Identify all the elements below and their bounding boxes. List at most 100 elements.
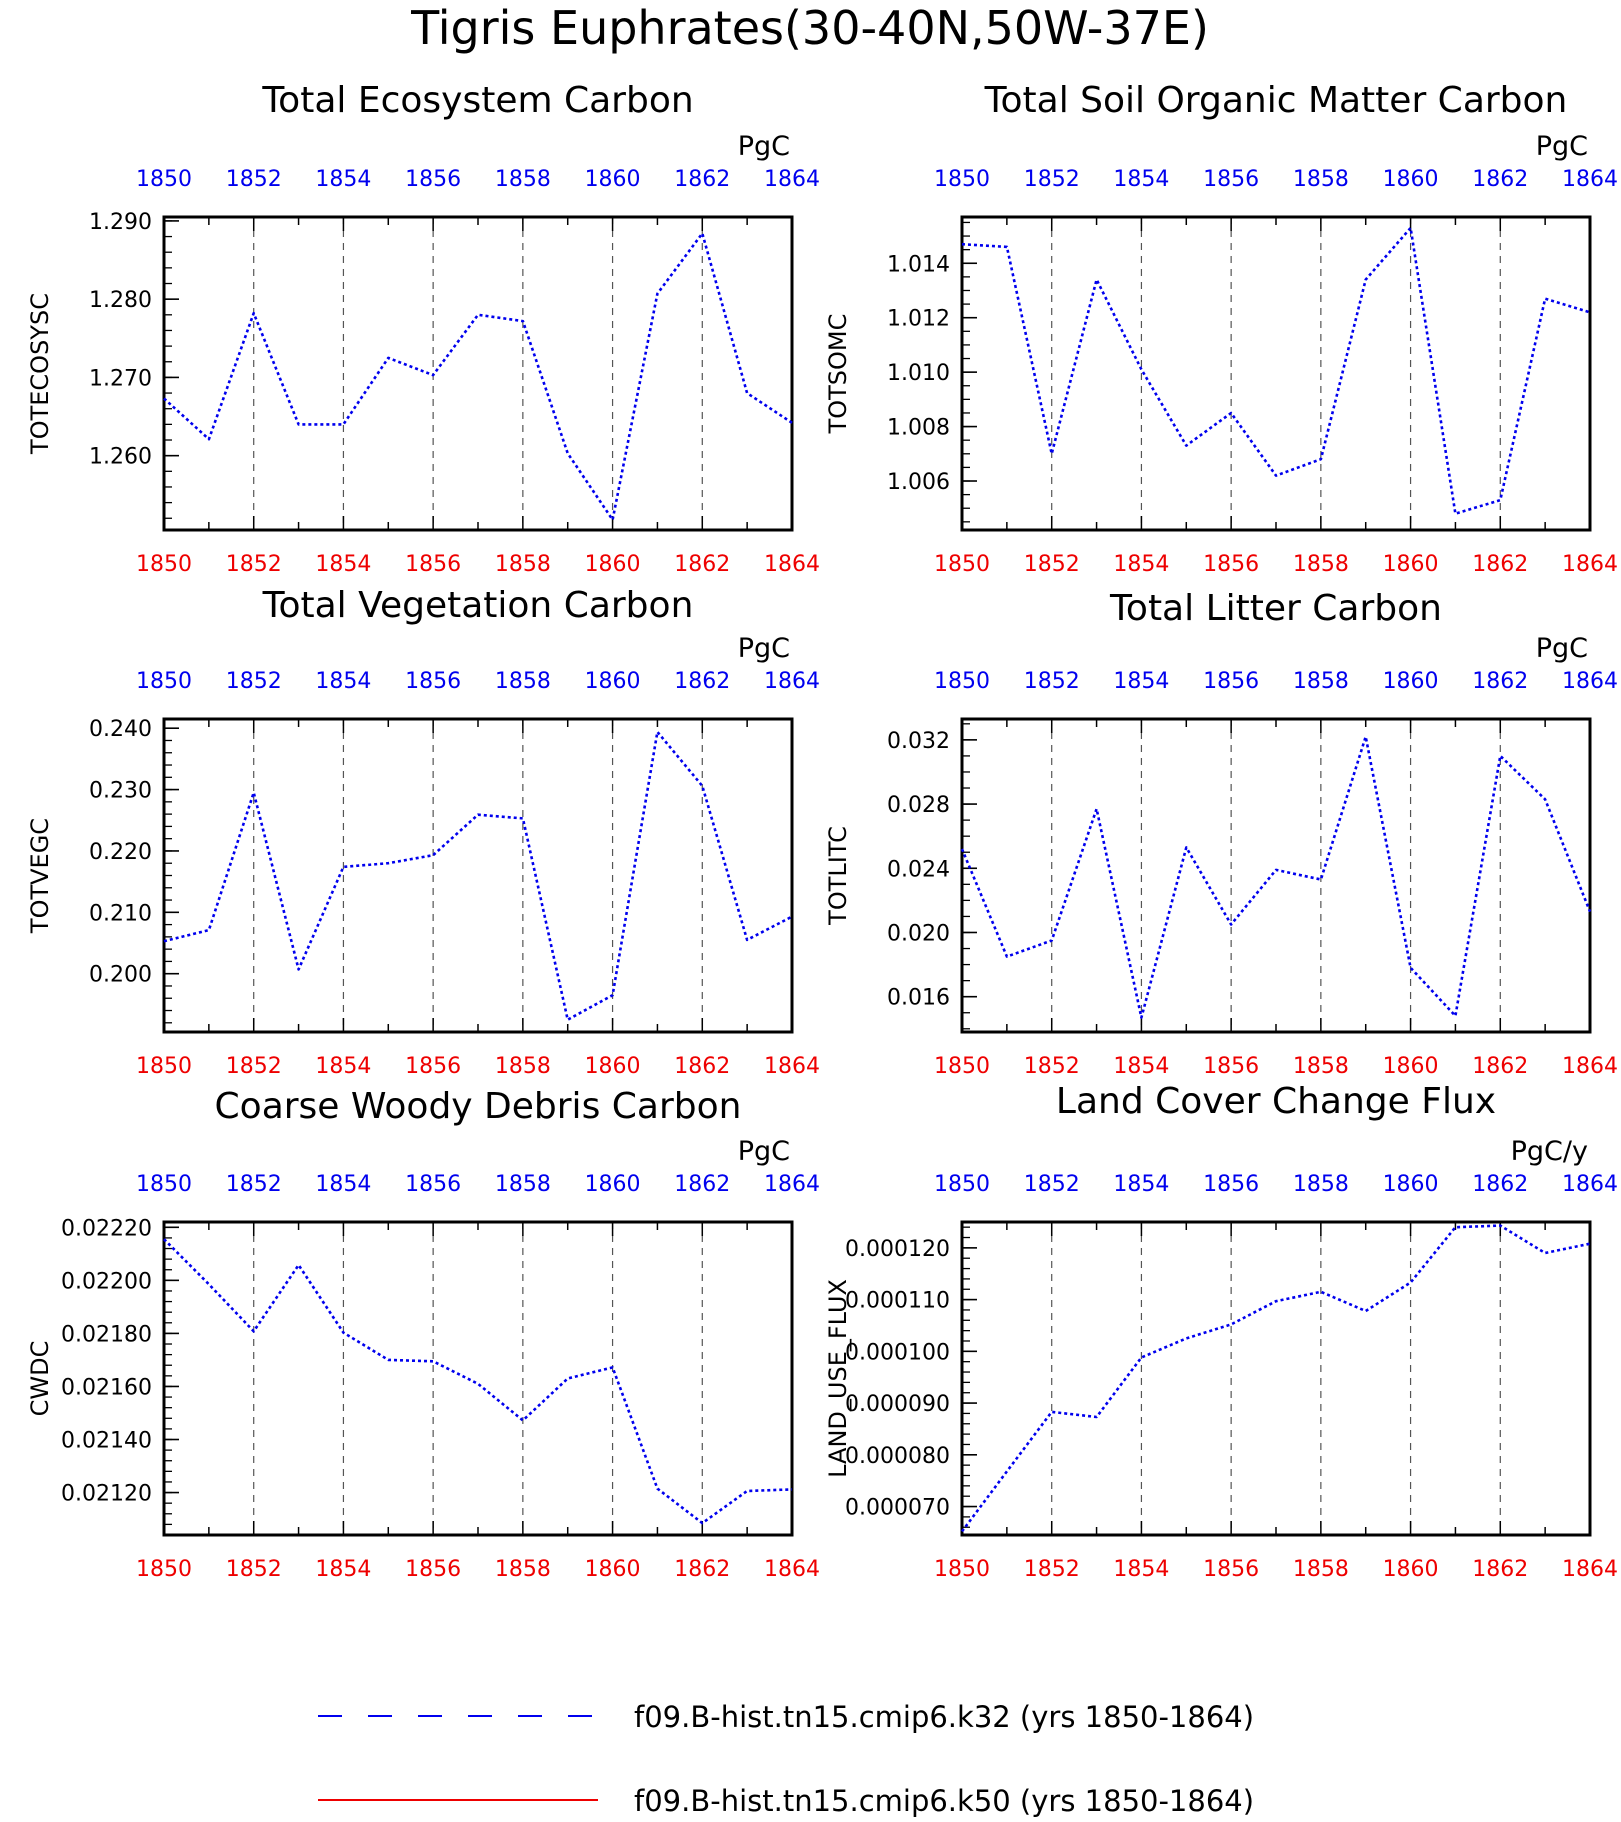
x-tick-label-top: 1860 xyxy=(585,1172,641,1197)
legend-label-1: f09.B-hist.tn15.cmip6.k50 (yrs 1850-1864… xyxy=(634,1784,1254,1818)
x-tick-label-top: 1850 xyxy=(136,669,192,694)
y-tick-label: 0.240 xyxy=(89,717,152,742)
series-line-0 xyxy=(163,1238,793,1525)
x-tick-label-bottom: 1862 xyxy=(1472,1054,1528,1079)
x-tick-label-top: 1850 xyxy=(136,1172,192,1197)
x-tick-label-bottom: 1862 xyxy=(674,1557,730,1582)
x-tick-label-top: 1858 xyxy=(1293,1172,1349,1197)
x-tick-label-top: 1862 xyxy=(1472,167,1528,192)
x-tick-label-top: 1850 xyxy=(136,167,192,192)
x-tick-label-bottom: 1862 xyxy=(674,552,730,577)
y-tick-label: 1.290 xyxy=(89,210,152,235)
units-label: PgC xyxy=(738,633,790,664)
y-tick-label: 0.02160 xyxy=(61,1375,152,1400)
x-tick-label-bottom: 1858 xyxy=(1293,552,1349,577)
y-tick-label: 0.230 xyxy=(89,779,152,804)
x-tick-label-bottom: 1858 xyxy=(1293,1054,1349,1079)
x-tick-label-bottom: 1854 xyxy=(315,1557,371,1582)
x-tick-label-bottom: 1850 xyxy=(136,552,192,577)
x-tick-label-top: 1864 xyxy=(764,669,820,694)
x-tick-label-bottom: 1852 xyxy=(1024,1054,1080,1079)
x-tick-label-top: 1864 xyxy=(1562,669,1618,694)
panel-title: Total Litter Carbon xyxy=(1109,588,1442,629)
x-tick-label-top: 1864 xyxy=(1562,1172,1618,1197)
plot-frame xyxy=(162,1220,794,1537)
x-tick-label-bottom: 1854 xyxy=(1113,1557,1169,1582)
y-tick-label: 1.012 xyxy=(887,307,950,332)
legend: f09.B-hist.tn15.cmip6.k32 (yrs 1850-1864… xyxy=(318,1700,1254,1818)
plot-frame xyxy=(162,717,794,1034)
x-tick-label-top: 1854 xyxy=(1113,669,1169,694)
x-tick-label-top: 1856 xyxy=(405,167,461,192)
x-tick-label-bottom: 1860 xyxy=(585,1557,641,1582)
series-line-0 xyxy=(960,735,1592,1019)
y-tick-label: 0.028 xyxy=(887,793,950,818)
x-tick-label-top: 1850 xyxy=(934,1172,990,1197)
x-tick-label-bottom: 1856 xyxy=(1203,1054,1259,1079)
y-tick-label: 0.000120 xyxy=(845,1237,950,1262)
plot-frame xyxy=(162,215,794,532)
x-tick-label-bottom: 1852 xyxy=(226,1557,282,1582)
y-tick-label: 1.270 xyxy=(89,366,152,391)
y-tick-label: 0.210 xyxy=(89,901,152,926)
x-tick-label-top: 1858 xyxy=(495,1172,551,1197)
x-tick-label-bottom: 1858 xyxy=(495,552,551,577)
y-tick-label: 0.02140 xyxy=(61,1429,152,1454)
x-tick-label-bottom: 1860 xyxy=(585,1054,641,1079)
x-tick-label-top: 1862 xyxy=(1472,669,1528,694)
plot-frame xyxy=(960,1220,1592,1537)
x-tick-label-bottom: 1852 xyxy=(226,1054,282,1079)
y-tick-label: 0.000090 xyxy=(845,1392,950,1417)
plot-frame xyxy=(960,717,1592,1034)
x-tick-label-bottom: 1860 xyxy=(1383,552,1439,577)
y-tick-label: 1.280 xyxy=(89,288,152,313)
panels: Total Ecosystem Carbon PgC TOTECOSYSC 1.260… xyxy=(26,80,1618,1582)
x-tick-label-top: 1858 xyxy=(1293,167,1349,192)
units-label: PgC xyxy=(1536,131,1588,162)
x-tick-label-bottom: 1850 xyxy=(934,1557,990,1582)
x-tick-label-top: 1860 xyxy=(1383,669,1439,694)
x-tick-label-top: 1860 xyxy=(585,167,641,192)
units-label: PgC xyxy=(738,131,790,162)
x-tick-label-bottom: 1860 xyxy=(1383,1054,1439,1079)
units-label: PgC xyxy=(738,1136,790,1167)
series-line-0 xyxy=(961,226,1591,516)
x-tick-label-top: 1858 xyxy=(495,669,551,694)
x-tick-label-top: 1852 xyxy=(226,669,282,694)
x-tick-label-top: 1856 xyxy=(405,669,461,694)
x-tick-label-top: 1854 xyxy=(1113,1172,1169,1197)
x-tick-label-bottom: 1856 xyxy=(405,1054,461,1079)
y-tick-label: 0.016 xyxy=(887,986,950,1011)
x-tick-label-bottom: 1856 xyxy=(1203,552,1259,577)
legend-label-0: f09.B-hist.tn15.cmip6.k32 (yrs 1850-1864… xyxy=(634,1700,1254,1734)
units-label: PgC/y xyxy=(1511,1136,1588,1167)
panel-3: Total Litter Carbon PgC TOTLITC 0.016 0.020 0… xyxy=(824,588,1618,1079)
x-tick-label-bottom: 1854 xyxy=(1113,552,1169,577)
panel-0: Total Ecosystem Carbon PgC TOTECOSYSC 1.260… xyxy=(26,80,820,577)
y-tick-label: 0.02180 xyxy=(61,1322,152,1347)
x-tick-label-top: 1852 xyxy=(1024,1172,1080,1197)
panel-title: Total Vegetation Carbon xyxy=(262,585,694,626)
y-tick-label: 0.000100 xyxy=(845,1340,950,1365)
x-tick-label-top: 1856 xyxy=(1203,167,1259,192)
panel-title: Total Ecosystem Carbon xyxy=(261,80,693,121)
units-label: PgC xyxy=(1536,633,1588,664)
x-tick-label-bottom: 1860 xyxy=(585,552,641,577)
y-tick-label: 1.010 xyxy=(887,361,950,386)
x-tick-label-top: 1852 xyxy=(226,1172,282,1197)
x-tick-label-top: 1860 xyxy=(1383,1172,1439,1197)
x-tick-label-bottom: 1856 xyxy=(405,1557,461,1582)
plot-frame xyxy=(960,215,1592,532)
y-tick-label: 0.220 xyxy=(89,840,152,865)
x-tick-label-bottom: 1852 xyxy=(1024,1557,1080,1582)
y-tick-label: 0.02200 xyxy=(61,1269,152,1294)
x-tick-label-top: 1854 xyxy=(315,167,371,192)
x-tick-label-top: 1858 xyxy=(1293,669,1349,694)
x-tick-label-bottom: 1856 xyxy=(405,552,461,577)
x-tick-label-bottom: 1864 xyxy=(1562,1054,1618,1079)
panel-1: Total Soil Organic Matter Carbon PgC TOTSO… xyxy=(824,80,1618,577)
x-tick-label-bottom: 1856 xyxy=(1203,1557,1259,1582)
x-tick-label-bottom: 1864 xyxy=(1562,1557,1618,1582)
